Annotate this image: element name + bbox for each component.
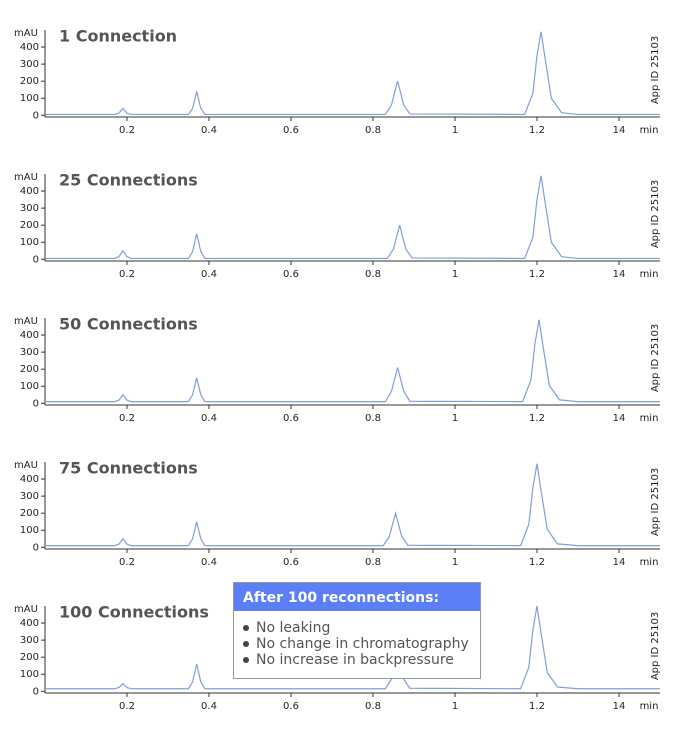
y-axis-label: mAU bbox=[14, 172, 38, 183]
annotation-item: No leaking bbox=[256, 620, 330, 636]
y-tick-label: 400 bbox=[20, 618, 39, 629]
chart-title: 1 Connection bbox=[59, 27, 177, 46]
y-tick-label: 100 bbox=[20, 93, 39, 104]
x-tick-label: 14 bbox=[613, 269, 626, 280]
y-axis-label: mAU bbox=[14, 28, 38, 39]
bullet bbox=[243, 641, 249, 647]
y-tick-label: 400 bbox=[20, 330, 39, 341]
x-tick-label: 0.2 bbox=[119, 269, 135, 280]
x-tick-label: 0.4 bbox=[201, 269, 217, 280]
y-tick-label: 200 bbox=[20, 508, 39, 519]
x-axis-label: min bbox=[640, 125, 659, 136]
x-tick-label: 14 bbox=[613, 413, 626, 424]
x-tick-label: 0.8 bbox=[365, 125, 381, 136]
y-axis-label: mAU bbox=[14, 604, 38, 615]
annotation-header bbox=[234, 583, 480, 611]
y-tick-label: 300 bbox=[20, 347, 39, 358]
chromatogram-line bbox=[45, 605, 660, 690]
chart-title: 100 Connections bbox=[59, 603, 209, 622]
x-axis-label: min bbox=[640, 413, 659, 424]
y-tick-label: 0 bbox=[33, 398, 39, 409]
y-tick-label: 200 bbox=[20, 652, 39, 663]
x-tick-label: 14 bbox=[613, 125, 626, 136]
y-tick-label: 0 bbox=[33, 686, 39, 697]
x-tick-label: 1.2 bbox=[529, 269, 545, 280]
x-tick-label: 0.4 bbox=[201, 701, 217, 712]
y-tick-label: 200 bbox=[20, 220, 39, 231]
y-tick-label: 200 bbox=[20, 364, 39, 375]
x-tick-label: 0.6 bbox=[283, 557, 299, 568]
y-tick-label: 300 bbox=[20, 635, 39, 646]
chart-title: 50 Connections bbox=[59, 315, 198, 334]
side-label: App ID 25103 bbox=[650, 180, 661, 248]
x-tick-label: 0.4 bbox=[201, 125, 217, 136]
y-tick-label: 300 bbox=[20, 491, 39, 502]
y-tick-label: 300 bbox=[20, 203, 39, 214]
annotation-item: No change in chromatography bbox=[256, 636, 469, 652]
x-tick-label: 1.2 bbox=[529, 125, 545, 136]
y-tick-label: 100 bbox=[20, 669, 39, 680]
x-tick-label: 0.2 bbox=[119, 125, 135, 136]
x-tick-label: 1.2 bbox=[529, 557, 545, 568]
side-label: App ID 25103 bbox=[650, 468, 661, 536]
x-axis-label: min bbox=[640, 557, 659, 568]
y-tick-label: 100 bbox=[20, 237, 39, 248]
x-tick-label: 0.8 bbox=[365, 269, 381, 280]
annotation-item: No increase in backpressure bbox=[256, 652, 454, 668]
y-tick-label: 200 bbox=[20, 76, 39, 87]
x-tick-label: 0.2 bbox=[119, 557, 135, 568]
x-tick-label: 1 bbox=[452, 125, 458, 136]
x-tick-label: 1 bbox=[452, 701, 458, 712]
x-tick-label: 1 bbox=[452, 557, 458, 568]
x-tick-label: 1 bbox=[452, 269, 458, 280]
x-tick-label: 0.6 bbox=[283, 125, 299, 136]
y-axis-label: mAU bbox=[14, 316, 38, 327]
x-tick-label: 0.8 bbox=[365, 557, 381, 568]
y-tick-label: 400 bbox=[20, 186, 39, 197]
bullet bbox=[243, 657, 249, 663]
x-tick-label: 14 bbox=[613, 557, 626, 568]
y-tick-label: 0 bbox=[33, 254, 39, 265]
x-axis-label: min bbox=[640, 269, 659, 280]
bullet bbox=[243, 625, 249, 631]
x-tick-label: 0.6 bbox=[283, 701, 299, 712]
x-tick-label: 0.6 bbox=[283, 413, 299, 424]
y-tick-label: 0 bbox=[33, 542, 39, 553]
y-axis-label: mAU bbox=[14, 460, 38, 471]
x-tick-label: 1 bbox=[452, 413, 458, 424]
x-tick-label: 0.8 bbox=[365, 701, 381, 712]
x-tick-label: 14 bbox=[613, 701, 626, 712]
y-tick-label: 0 bbox=[33, 110, 39, 121]
y-tick-label: 100 bbox=[20, 381, 39, 392]
x-tick-label: 1.2 bbox=[529, 701, 545, 712]
y-tick-label: 400 bbox=[20, 42, 39, 53]
side-label: App ID 25103 bbox=[650, 612, 661, 680]
x-tick-label: 0.8 bbox=[365, 413, 381, 424]
x-tick-label: 1.2 bbox=[529, 413, 545, 424]
chromatogram-line bbox=[45, 463, 660, 547]
side-label: App ID 25103 bbox=[650, 324, 661, 392]
x-tick-label: 0.2 bbox=[119, 413, 135, 424]
chromatogram-line bbox=[45, 319, 660, 403]
x-tick-label: 0.2 bbox=[119, 701, 135, 712]
chart-title: 25 Connections bbox=[59, 171, 198, 190]
y-tick-label: 100 bbox=[20, 525, 39, 536]
x-tick-label: 0.4 bbox=[201, 557, 217, 568]
chromatogram-line bbox=[45, 31, 660, 116]
x-tick-label: 0.6 bbox=[283, 269, 299, 280]
chromatogram-line bbox=[45, 175, 660, 260]
side-label: App ID 25103 bbox=[650, 36, 661, 104]
x-axis-label: min bbox=[640, 701, 659, 712]
x-tick-label: 0.4 bbox=[201, 413, 217, 424]
chart-title: 75 Connections bbox=[59, 459, 198, 478]
y-tick-label: 400 bbox=[20, 474, 39, 485]
y-tick-label: 300 bbox=[20, 59, 39, 70]
annotation-title: After 100 reconnections: bbox=[243, 590, 439, 606]
